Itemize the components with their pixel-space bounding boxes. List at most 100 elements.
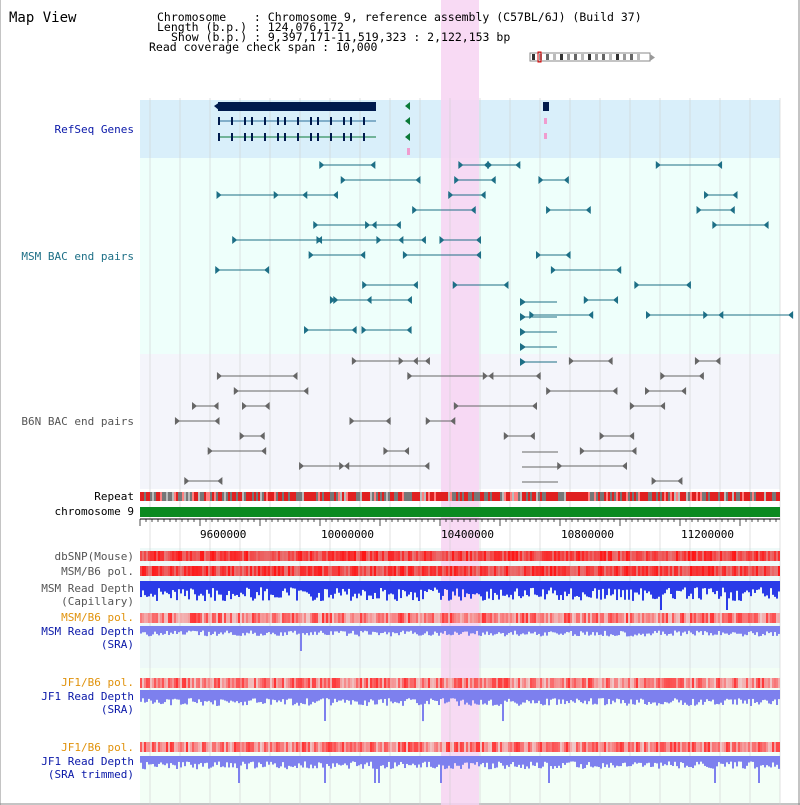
read-depth-bin — [376, 626, 378, 633]
polymorphism-bin — [352, 613, 354, 623]
polymorphism-bin — [630, 742, 632, 752]
repeat-element — [180, 492, 182, 501]
read-depth-bin — [602, 756, 604, 764]
refseq-exon — [284, 117, 286, 125]
read-depth-bin — [564, 690, 566, 705]
repeat-element — [324, 492, 326, 501]
polymorphism-bin — [266, 742, 268, 752]
polymorphism-bin — [682, 613, 684, 623]
read-depth-bin — [652, 690, 654, 703]
polymorphism-bin — [576, 566, 578, 576]
polymorphism-bin — [614, 613, 616, 623]
repeat-element — [386, 492, 388, 501]
read-depth-bin — [468, 581, 470, 595]
repeat-element — [598, 492, 600, 501]
polymorphism-bin — [422, 551, 424, 561]
polymorphism-bin — [154, 613, 156, 623]
read-depth-bin — [576, 756, 578, 768]
read-depth-bin — [684, 581, 686, 588]
read-depth-bin — [678, 581, 680, 591]
polymorphism-bin — [308, 678, 310, 688]
polymorphism-bin — [478, 742, 480, 752]
read-depth-bin — [234, 690, 236, 703]
polymorphism-bin — [452, 551, 454, 561]
polymorphism-bin — [544, 678, 546, 688]
polymorphism-bin — [518, 742, 520, 752]
polymorphism-bin — [256, 613, 258, 623]
read-depth-bin — [492, 690, 494, 706]
polymorphism-bin — [734, 551, 736, 561]
polymorphism-bin — [502, 551, 504, 561]
read-depth-bin — [580, 690, 582, 703]
polymorphism-bin — [526, 678, 528, 688]
repeat-element — [206, 492, 208, 501]
polymorphism-bin — [388, 678, 390, 688]
polymorphism-bin — [642, 551, 644, 561]
read-depth-bin — [368, 581, 370, 596]
read-depth-bin — [402, 581, 404, 590]
polymorphism-bin — [582, 551, 584, 561]
polymorphism-bin — [474, 742, 476, 752]
repeat-element — [626, 492, 628, 501]
read-depth-bin — [436, 581, 438, 590]
polymorphism-bin — [208, 678, 210, 688]
polymorphism-bin — [532, 551, 534, 561]
polymorphism-bin — [518, 678, 520, 688]
polymorphism-bin — [250, 551, 252, 561]
repeat-element — [310, 492, 312, 501]
polymorphism-bin — [280, 613, 282, 623]
repeat-element — [550, 492, 552, 501]
bac-end-marker — [696, 206, 702, 214]
repeat-element — [292, 492, 294, 501]
polymorphism-bin — [302, 566, 304, 576]
read-depth-bin — [254, 756, 256, 769]
polymorphism-bin — [754, 613, 756, 623]
read-depth-bin — [238, 581, 240, 598]
polymorphism-bin — [340, 613, 342, 623]
read-depth-bin — [342, 626, 344, 632]
polymorphism-bin — [418, 566, 420, 576]
read-depth-bin — [672, 690, 674, 701]
read-depth-bin — [188, 581, 190, 600]
read-depth-bin — [464, 626, 466, 632]
polymorphism-bin — [230, 613, 232, 623]
repeat-element — [576, 492, 578, 501]
ideogram-band — [532, 54, 535, 60]
read-depth-bin — [370, 626, 372, 635]
polymorphism-bin — [670, 742, 672, 752]
polymorphism-bin — [712, 742, 714, 752]
polymorphism-bin — [540, 742, 542, 752]
axis-tick-label: 10400000 — [441, 528, 494, 541]
read-depth-bin — [618, 581, 620, 590]
read-depth-bin — [542, 626, 544, 636]
repeat-element — [770, 492, 772, 501]
read-depth-bin — [188, 756, 190, 763]
polymorphism-bin — [310, 678, 312, 688]
read-depth-bin — [566, 756, 568, 763]
read-depth-bin — [604, 756, 606, 768]
read-depth-bin — [768, 626, 770, 634]
read-depth-bin — [174, 690, 176, 699]
polymorphism-bin — [432, 551, 434, 561]
read-depth-bin — [512, 626, 514, 635]
read-depth-bin — [160, 756, 162, 763]
repeat-element — [290, 492, 292, 501]
read-depth-bin — [222, 756, 224, 767]
read-depth-bin — [540, 581, 542, 597]
read-depth-bin — [448, 690, 450, 702]
polymorphism-bin — [252, 566, 254, 576]
read-depth-bin — [340, 581, 342, 596]
polymorphism-bin — [186, 551, 188, 561]
read-depth-bin — [522, 626, 524, 634]
read-depth-bin — [450, 690, 452, 699]
repeat-element — [370, 492, 372, 501]
read-depth-bin — [312, 756, 314, 769]
polymorphism-bin — [440, 678, 442, 688]
read-depth-bin — [426, 756, 428, 768]
polymorphism-bin — [538, 613, 540, 623]
repeat-element — [508, 492, 510, 501]
read-depth-bin — [686, 756, 688, 766]
polymorphism-bin — [640, 551, 642, 561]
polymorphism-bin — [192, 678, 194, 688]
